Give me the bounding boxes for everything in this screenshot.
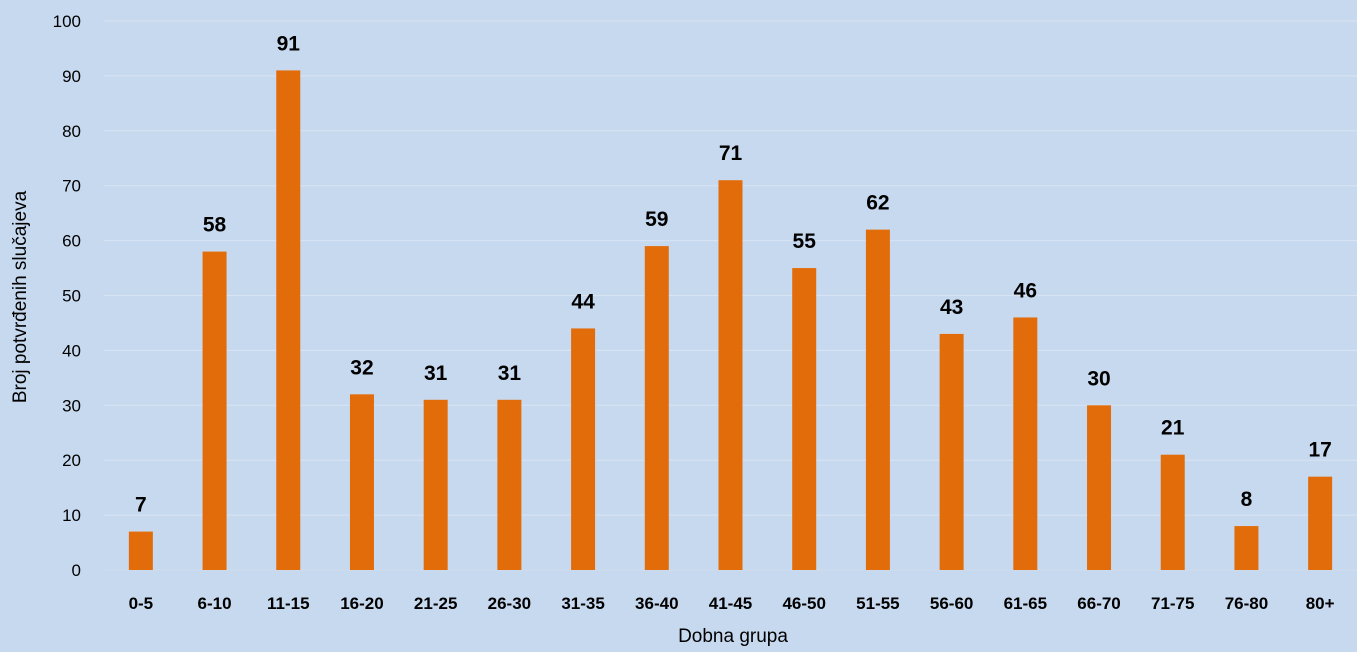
bar bbox=[571, 328, 596, 570]
data-label: 46 bbox=[1014, 279, 1037, 302]
bar bbox=[939, 333, 964, 570]
data-label: 71 bbox=[719, 142, 743, 165]
x-tick-label: 56-60 bbox=[930, 594, 973, 613]
y-tick-label: 10 bbox=[62, 506, 81, 525]
x-tick-label: 36-40 bbox=[635, 594, 678, 613]
data-label: 55 bbox=[793, 230, 817, 253]
bar bbox=[1160, 454, 1185, 570]
x-tick-label: 6-10 bbox=[198, 594, 232, 613]
y-tick-label: 20 bbox=[62, 451, 81, 470]
data-label: 17 bbox=[1308, 439, 1331, 462]
data-label: 44 bbox=[571, 290, 595, 313]
data-label: 8 bbox=[1241, 488, 1253, 511]
x-tick-label: 0-5 bbox=[129, 594, 154, 613]
y-tick-label: 80 bbox=[62, 122, 81, 141]
bar bbox=[1087, 405, 1112, 570]
x-tick-label: 11-15 bbox=[267, 594, 310, 613]
x-tick-label: 80+ bbox=[1306, 594, 1335, 613]
data-label: 7 bbox=[135, 494, 147, 517]
x-tick-label: 66-70 bbox=[1077, 594, 1120, 613]
x-tick-label: 76-80 bbox=[1225, 594, 1268, 613]
bar bbox=[644, 246, 669, 570]
data-label: 30 bbox=[1087, 367, 1110, 390]
x-tick-label: 16-20 bbox=[340, 594, 383, 613]
x-tick-label: 31-35 bbox=[561, 594, 604, 613]
data-label: 43 bbox=[940, 296, 963, 319]
bar bbox=[1234, 526, 1259, 570]
y-tick-label: 0 bbox=[72, 561, 81, 580]
y-tick-label: 30 bbox=[62, 396, 81, 415]
x-tick-label: 41-45 bbox=[709, 594, 752, 613]
y-tick-label: 90 bbox=[62, 67, 81, 86]
bar bbox=[128, 531, 153, 570]
x-tick-label: 26-30 bbox=[488, 594, 531, 613]
x-tick-label: 21-25 bbox=[414, 594, 457, 613]
x-tick-label: 71-75 bbox=[1151, 594, 1194, 613]
y-axis-ticks: 0 10 20 30 40 50 60 70 80 90 100 bbox=[53, 12, 81, 580]
data-label: 31 bbox=[424, 362, 448, 385]
x-tick-label: 51-55 bbox=[856, 594, 899, 613]
bar bbox=[423, 399, 448, 570]
data-label: 32 bbox=[350, 356, 373, 379]
data-label: 21 bbox=[1161, 417, 1185, 440]
bar bbox=[718, 180, 743, 570]
x-axis-title: Dobna grupa bbox=[678, 626, 788, 647]
x-tick-label: 61-65 bbox=[1004, 594, 1047, 613]
data-label: 31 bbox=[498, 362, 522, 385]
y-tick-label: 50 bbox=[62, 287, 81, 306]
bar bbox=[497, 399, 522, 570]
data-labels: 7 58 91 32 31 31 44 59 71 55 62 43 46 30 21 8 17 bbox=[135, 32, 1332, 516]
y-tick-label: 100 bbox=[53, 12, 81, 31]
x-axis-ticks: 0-5 6-10 11-15 16-20 21-25 26-30 31-35 36-40 41-… bbox=[129, 594, 1335, 613]
data-label: 59 bbox=[645, 208, 668, 231]
x-tick-label: 46-50 bbox=[782, 594, 825, 613]
data-label: 58 bbox=[203, 214, 227, 237]
bar bbox=[865, 229, 890, 570]
bar bbox=[276, 70, 301, 570]
bar bbox=[202, 251, 227, 570]
data-label: 91 bbox=[277, 32, 301, 55]
bar bbox=[792, 268, 817, 570]
bars bbox=[128, 70, 1333, 570]
bar bbox=[1013, 317, 1038, 570]
bar bbox=[349, 394, 374, 570]
y-axis-title: Broj potvrđenih slučajeva bbox=[10, 190, 31, 403]
y-tick-label: 60 bbox=[62, 232, 81, 251]
y-tick-label: 40 bbox=[62, 341, 81, 360]
y-tick-label: 70 bbox=[62, 177, 81, 196]
data-label: 62 bbox=[866, 192, 889, 215]
bar bbox=[1308, 476, 1333, 570]
